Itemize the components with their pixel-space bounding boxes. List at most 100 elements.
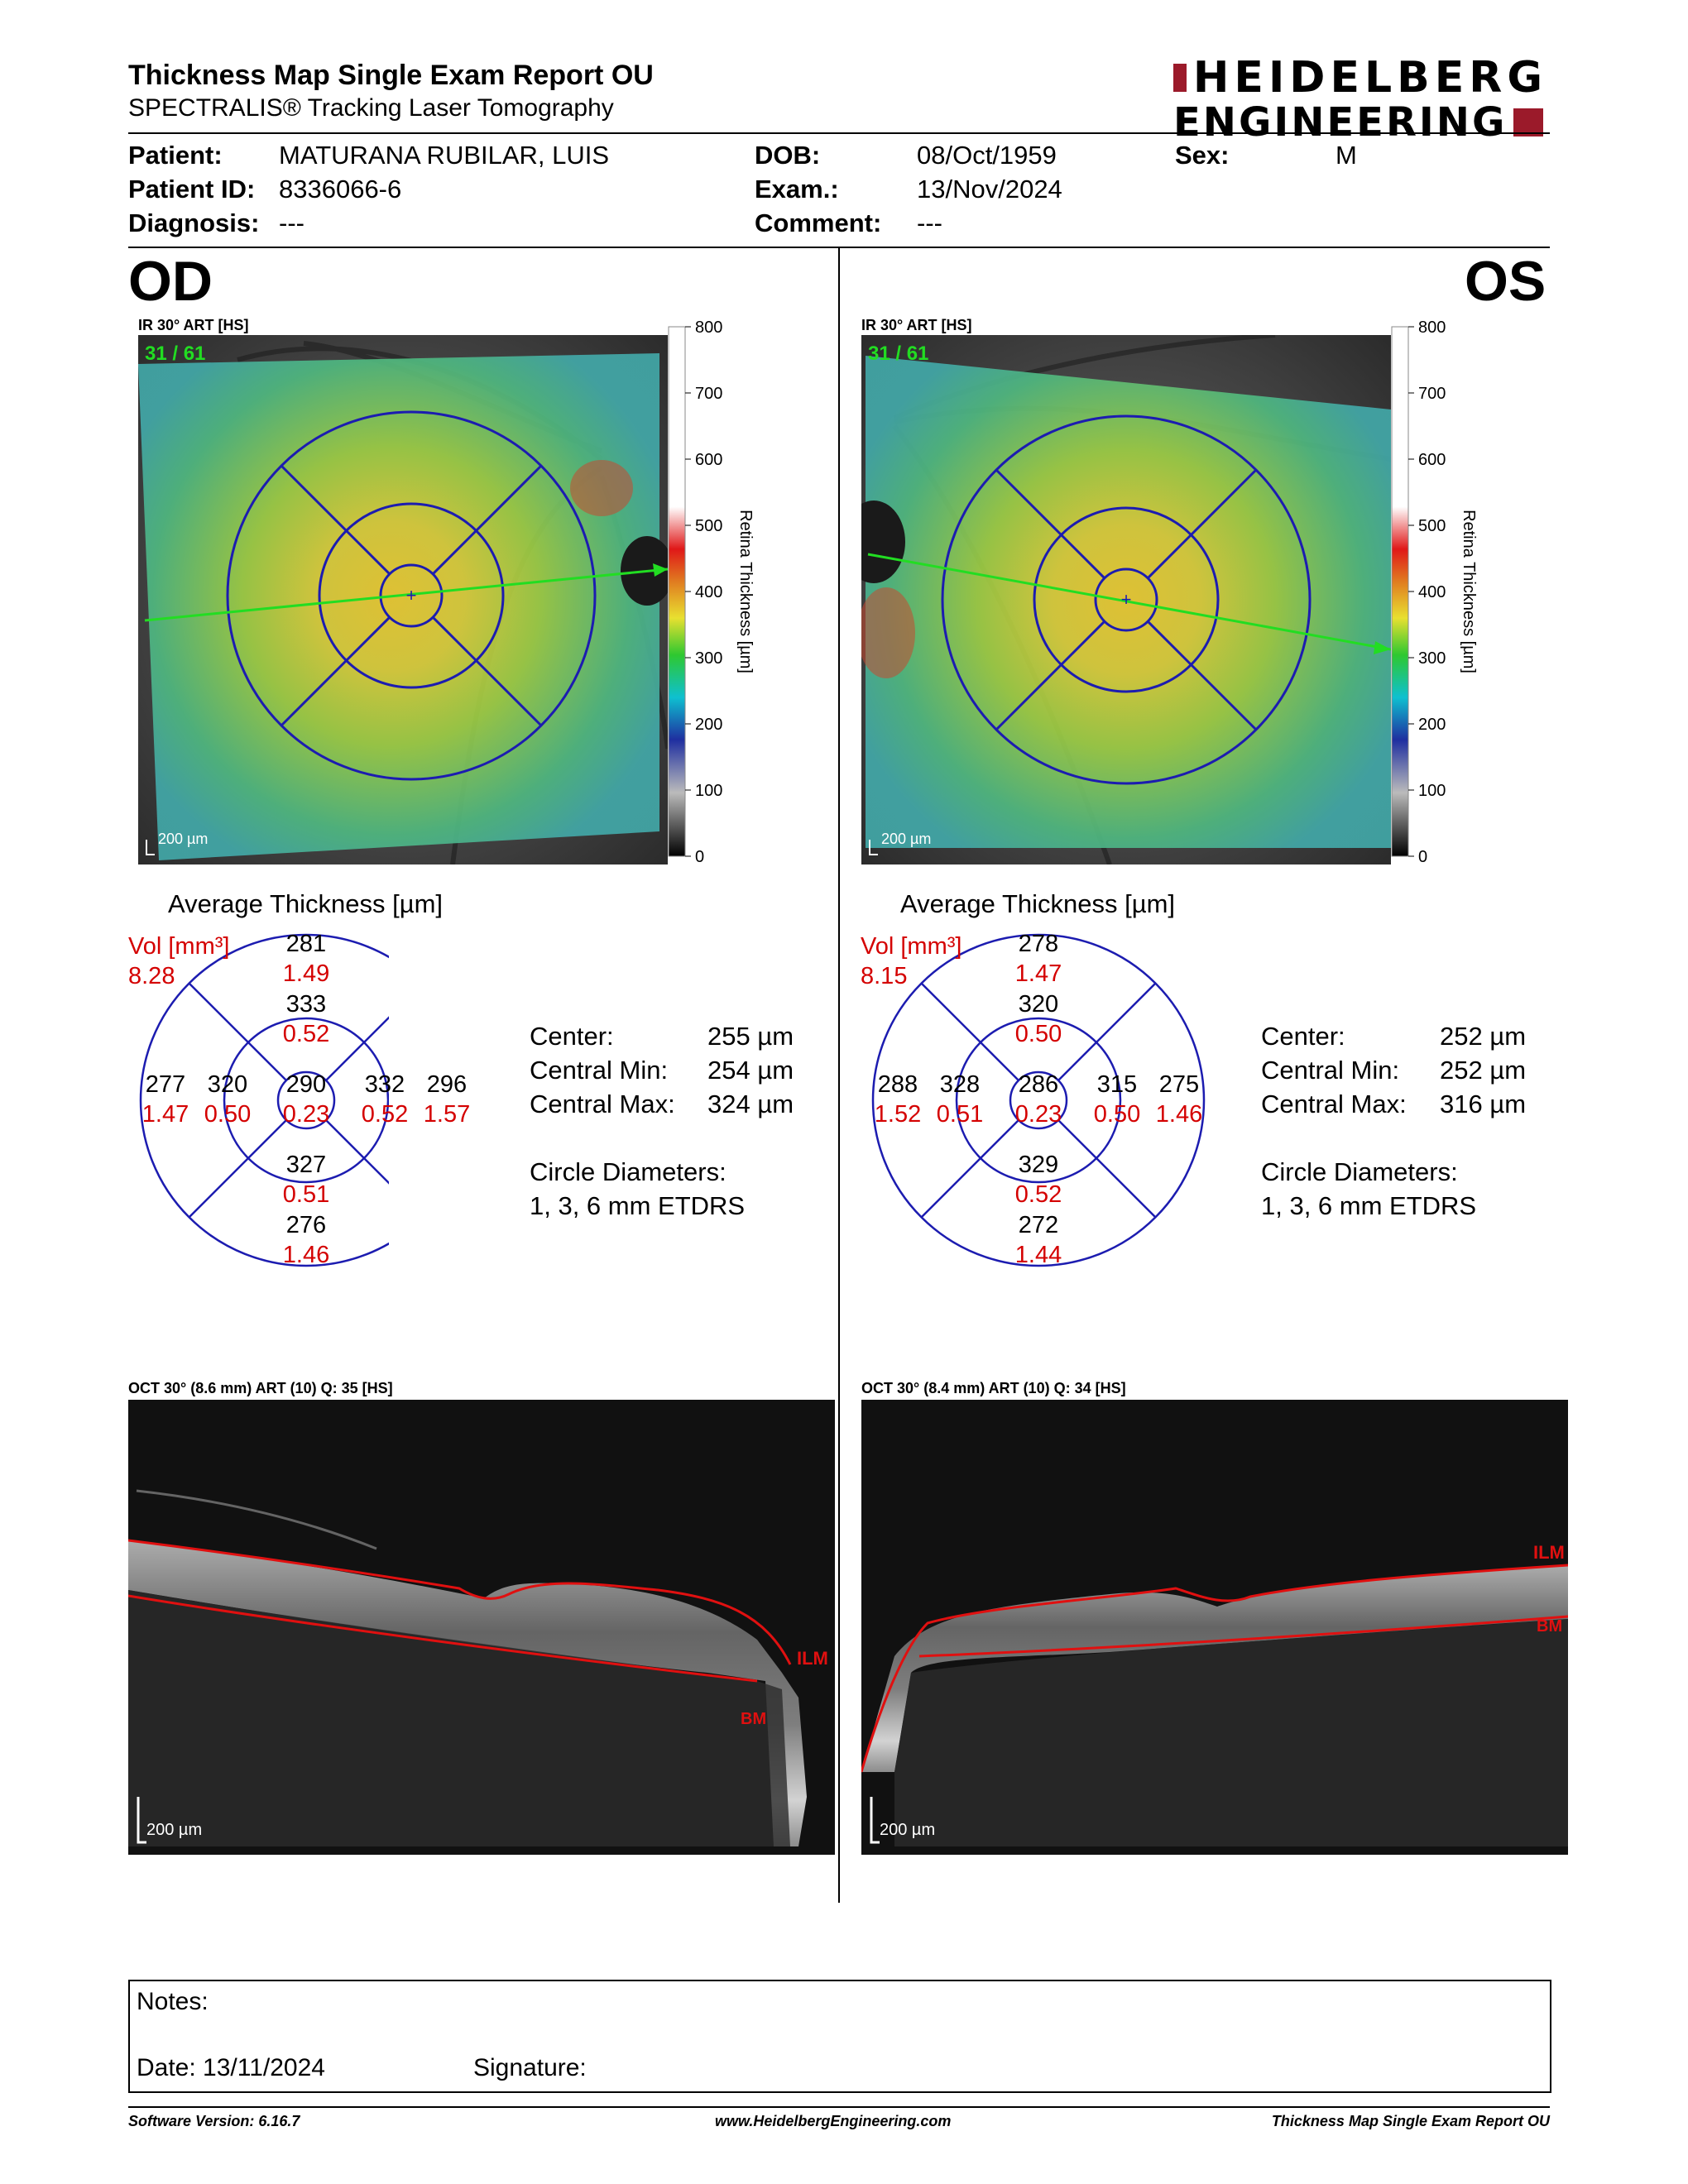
os-oct-scale-label: 200 µm [880,1821,935,1839]
od-tick-200: 200 [695,716,722,734]
dob-value: 08/Oct/1959 [917,141,1057,170]
os-scan-arrow [1374,641,1391,654]
os-colorbar: 800 700 600 500 400 300 200 100 0 Retina… [1391,318,1478,866]
os-thick-area [861,587,915,678]
od-inner-right-thickness: 332 [365,1071,405,1098]
eye-label-os: OS [1465,250,1547,313]
os-circle-diameters-value: 1, 3, 6 mm ETDRS [1261,1191,1477,1220]
od-inner-left-thickness: 320 [208,1071,247,1098]
od-tick-0: 0 [695,848,704,866]
od-thickness-overlay [138,353,659,860]
os-avg-title: Average Thickness [µm] [900,889,1176,918]
exam-label: Exam.: [755,175,839,204]
os-tick-100: 100 [1418,782,1446,800]
os-oct-scale-bar [870,1797,880,1844]
od-tick-300: 300 [695,649,722,668]
heidelberg-logo: HEIDELBERG ENGINEERING [1173,56,1547,144]
comment-value: --- [917,208,942,237]
os-circle-diameters-label: Circle Diameters: [1261,1157,1458,1186]
od-outer-inf-volume: 1.46 [283,1242,329,1268]
od-outer-sup-volume: 1.49 [283,960,329,987]
os-tick-500: 500 [1418,517,1446,535]
logo-red-block-top [1173,64,1187,92]
od-outer-right-volume: 1.57 [424,1101,470,1128]
od-central-max-value: 324 µm [707,1090,794,1118]
comment-label: Comment: [755,208,882,237]
od-scan-line [144,568,668,622]
od-outer-left-volume: 1.47 [142,1101,189,1128]
od-etdrs-labels: 281 1.49 333 0.52 290 0.23 320 0.50 332 … [142,931,470,1268]
os-colorbar-ticks: 800 700 600 500 400 300 200 100 0 [1408,318,1446,866]
os-outer-sup-volume: 1.47 [1015,960,1062,987]
diagnosis-value: --- [279,208,305,237]
os-map-svg: + 31 / 61 200 µm [861,335,1391,864]
notes-label: Notes: [137,1988,209,2015]
logo-line-2: ENGINEERING [1173,99,1508,146]
os-center-thickness: 286 [1019,1071,1058,1098]
os-frame-counter: 31 / 61 [868,342,928,365]
od-circle-diameters-label: Circle Diameters: [530,1157,727,1186]
os-ir-caption: IR 30° ART [HS] [861,317,972,333]
notes-box: Notes: Date: 13/11/2024 Signature: [128,1980,1551,2093]
os-choroid [894,1619,1568,1846]
os-central-min-label: Central Min: [1261,1056,1400,1085]
os-central-min-value: 252 µm [1440,1056,1527,1085]
os-etdrs-values [871,933,1206,1267]
od-oct-caption: OCT 30° (8.6 mm) ART (10) Q: 35 [HS] [128,1380,393,1396]
os-etdrs-diagram [871,933,1206,1267]
os-tick-800: 800 [1418,318,1446,337]
logo-red-block-bottom [1513,108,1544,136]
od-oct-scale-label: 200 µm [146,1821,202,1839]
website-link[interactable]: www.HeidelbergEngineering.com [715,2113,952,2129]
od-bm-label: BM [741,1710,766,1728]
os-outer-inf-volume: 1.44 [1015,1242,1062,1268]
od-scale-label: 200 µm [158,831,208,847]
os-etdrs-grid [941,414,1312,785]
software-version: Software Version: 6.16.7 [128,2113,300,2129]
od-oct-bscan: ILM BM 200 µm [128,1400,835,1855]
od-scan-arrow [653,563,668,577]
od-inner-right-volume: 0.52 [362,1101,408,1128]
od-frame-counter: 31 / 61 [145,342,205,365]
od-center-volume: 0.23 [283,1101,329,1128]
os-center-value: 252 µm [1440,1022,1527,1051]
sex-value: M [1336,141,1357,170]
eye-label-od: OD [128,250,213,313]
os-bm-label: BM [1537,1617,1562,1636]
od-avg-title: Average Thickness [µm] [168,889,444,918]
patient-divider [128,247,1550,248]
os-oct-bscan: ILM BM 200 µm [861,1400,1568,1855]
signature-label: Signature: [473,2054,587,2081]
header-divider [128,132,1550,134]
od-inner-inf-thickness: 327 [286,1152,326,1178]
od-colorbar: 800 700 600 500 400 300 200 100 0 Retina… [668,318,755,866]
od-tick-600: 600 [695,451,722,469]
footer-report-name: Thickness Map Single Exam Report OU [1271,2113,1550,2129]
od-tick-700: 700 [695,385,722,403]
od-central-max-label: Central Max: [530,1090,675,1118]
os-bm-line [918,1615,1568,1658]
od-circle-diameters-value: 1, 3, 6 mm ETDRS [530,1191,746,1220]
os-inner-right-volume: 0.50 [1094,1101,1140,1128]
od-outer-sup-thickness: 281 [286,931,326,957]
os-etdrs-labels: 278 1.47 320 0.50 286 0.23 328 0.51 315 … [875,931,1202,1268]
od-colorbar-ticks: 800 700 600 500 400 300 200 100 0 [685,318,722,866]
od-center-label: Center: [530,1022,614,1051]
os-outer-right-volume: 1.46 [1156,1101,1202,1128]
od-ilm-label: ILM [797,1648,828,1669]
os-ilm-label: ILM [1533,1542,1565,1563]
od-tick-100: 100 [695,782,722,800]
od-vol-label: Vol [mm³] [128,933,230,960]
od-ir-caption: IR 30° ART [HS] [138,317,249,333]
od-tick-500: 500 [695,517,722,535]
os-scan-line [867,553,1391,651]
os-tick-700: 700 [1418,385,1446,403]
os-outer-inf-thickness: 272 [1019,1212,1058,1238]
od-vitreous-membrane [136,1489,377,1550]
od-central-min-label: Central Min: [530,1056,669,1085]
os-ilm-line [861,1564,1568,1773]
od-central-min-value: 254 µm [707,1056,794,1085]
os-outer-sup-thickness: 278 [1019,931,1058,957]
dob-label: DOB: [755,141,821,170]
od-center-value: 255 µm [707,1022,794,1051]
